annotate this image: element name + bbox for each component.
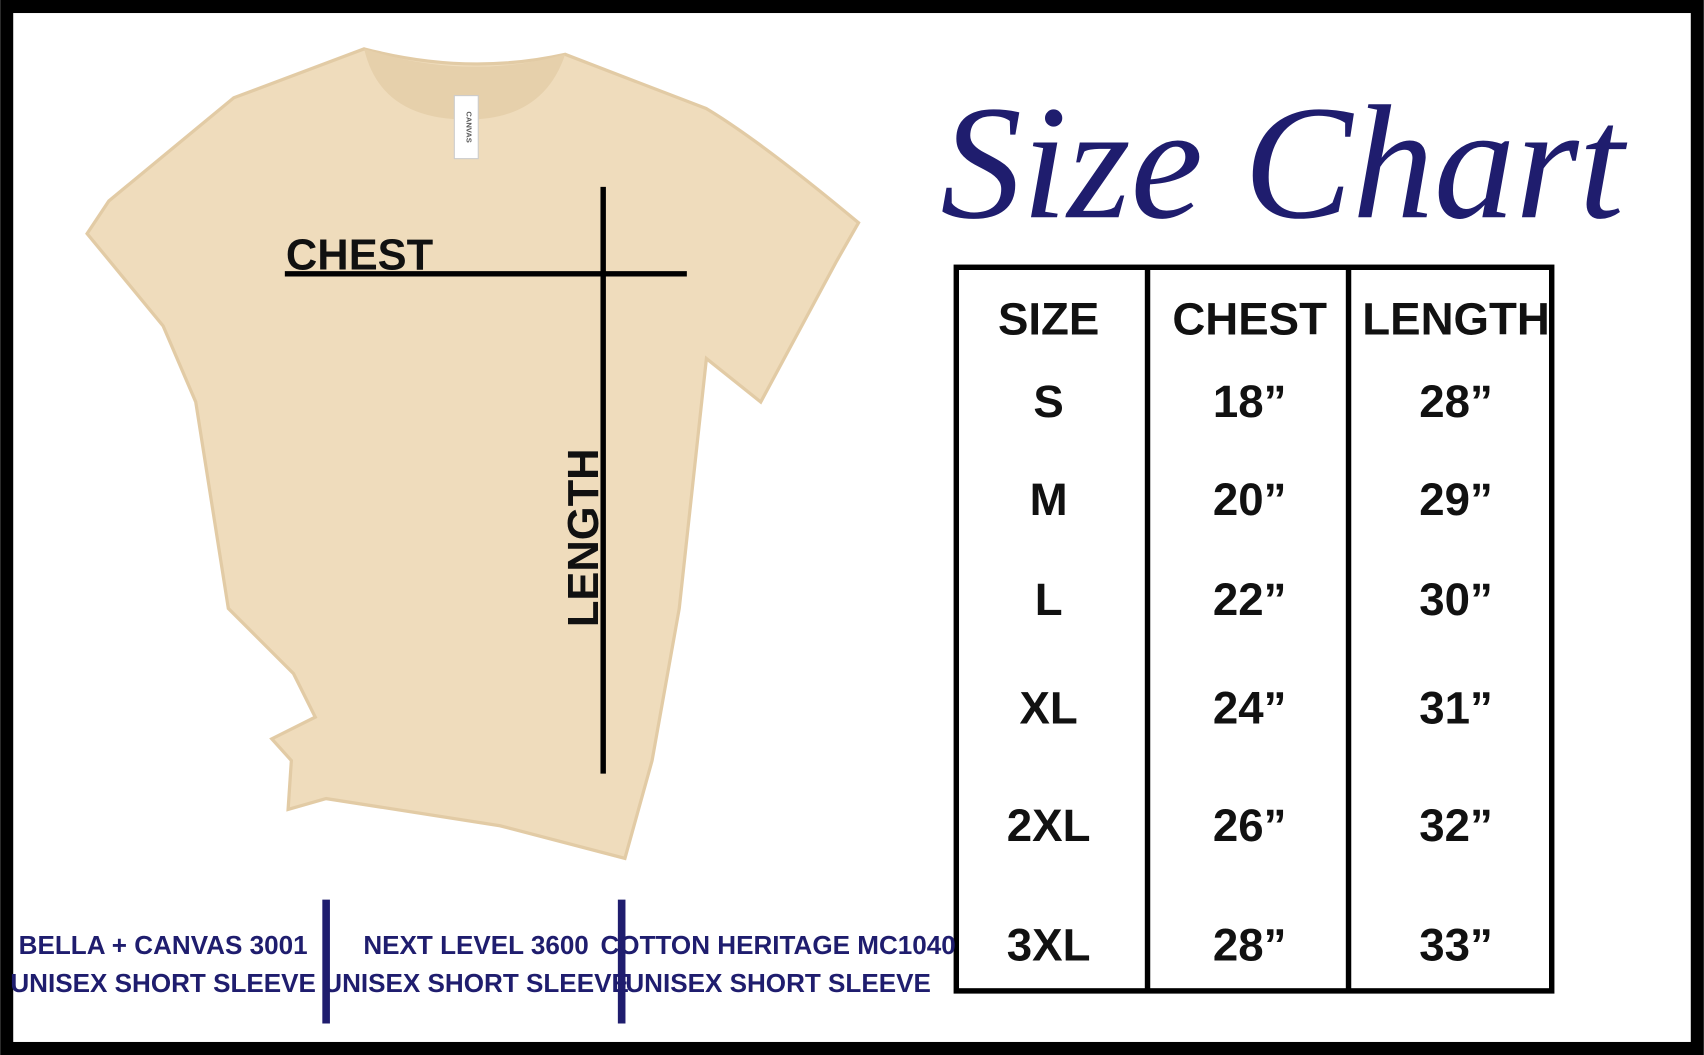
table-header: SIZE [998,294,1099,345]
table-cell: S [1033,376,1063,427]
table-cell: XL [1020,683,1078,734]
table-cell: 2XL [1007,800,1091,851]
table-cell: 22” [1213,574,1287,625]
table-cell: L [1035,574,1063,625]
brand-line: UNISEX SHORT SLEEVE [625,968,931,998]
table-header: LENGTH [1362,294,1550,345]
table-cell: 31” [1419,683,1493,734]
title: Size Chart [940,73,1627,253]
tag: CANVAS [464,111,473,143]
brand-line: NEXT LEVEL 3600 [363,930,588,960]
table-cell: 24” [1213,683,1287,734]
brand-line: UNISEX SHORT SLEEVE [323,968,629,998]
table-cell: 30” [1419,574,1493,625]
table-cell: M [1030,474,1068,525]
table-cell: 33” [1419,919,1493,970]
table-cell: 32” [1419,800,1493,851]
table-cell: 18” [1213,376,1287,427]
table-header: CHEST [1172,294,1327,345]
brand-line: UNISEX SHORT SLEEVE [10,968,316,998]
brand-line: COTTON HERITAGE MC1040 [600,930,955,960]
t-shirt: CANVAS CHEST LENGTH [85,47,861,861]
size-table [953,264,1555,994]
table-cell: 28” [1213,919,1287,970]
table-cell: 3XL [1007,919,1091,970]
chest-label: CHEST [286,231,434,279]
length-label: LENGTH [560,449,608,628]
brand-line: BELLA + CANVAS 3001 [19,930,308,960]
table-cell: 20” [1213,474,1287,525]
table-cell: 29” [1419,474,1493,525]
table-cell: 26” [1213,800,1287,851]
table-cell: 28” [1419,376,1493,427]
